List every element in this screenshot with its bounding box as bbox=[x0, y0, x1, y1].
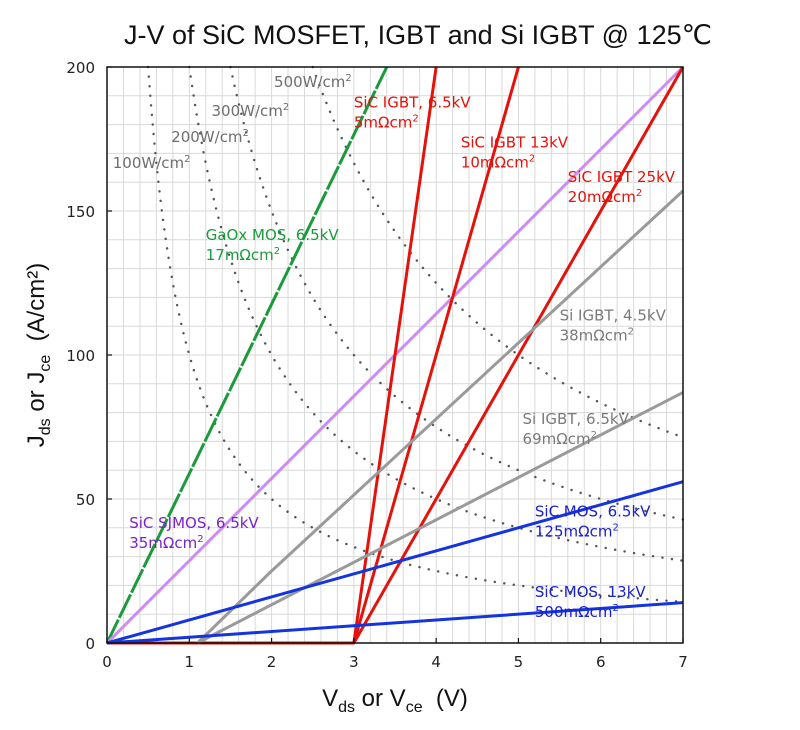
annotation-label: Si IGBT, 4.5kV bbox=[560, 306, 667, 324]
annotation-label: Si IGBT, 6.5kV bbox=[523, 410, 630, 428]
chart-title: J-V of SiC MOSFET, IGBT and Si IGBT @ 12… bbox=[124, 20, 712, 50]
annotation-label: 38mΩcm2 bbox=[560, 326, 634, 344]
y-axis-label: Jds or Jce (A/cm²) bbox=[23, 263, 54, 447]
power-curves bbox=[146, 65, 685, 604]
annotation-label: 5mΩcm2 bbox=[354, 113, 419, 131]
annotation-label: 17mΩcm2 bbox=[206, 246, 280, 264]
annotation-label: 125mΩcm2 bbox=[535, 522, 619, 540]
annotation-label: SiC IGBT 13kV bbox=[461, 134, 569, 152]
annotation-label: 35mΩcm2 bbox=[129, 534, 203, 552]
y-tick-label: 100 bbox=[66, 347, 95, 365]
y-tick-label: 50 bbox=[76, 491, 95, 509]
annotation-label: 300W/cm2 bbox=[212, 102, 290, 120]
x-tick-label: 0 bbox=[102, 653, 112, 671]
annotation-label: 69mΩcm2 bbox=[523, 430, 597, 448]
annotations: SiC IGBT, 6.5kV 5mΩcm2 SiC IGBT 13kV 10mΩcm… bbox=[113, 73, 676, 621]
x-tick-label: 6 bbox=[596, 653, 606, 671]
y-tick-label: 150 bbox=[66, 203, 95, 221]
annotation-label: SiC SJMOS, 6.5kV bbox=[129, 514, 259, 532]
series-line bbox=[106, 601, 684, 645]
annotation-label: GaOx MOS, 6.5kV bbox=[206, 226, 340, 244]
x-axis-label: Vds or Vce (V) bbox=[322, 685, 468, 716]
annotation-label: SiC MOS, 13kV bbox=[535, 583, 647, 601]
series-line bbox=[352, 66, 685, 644]
annotation-label: SiC IGBT 25kV bbox=[568, 168, 676, 186]
annotation-label: SiC IGBT, 6.5kV bbox=[354, 93, 472, 111]
x-tick-label: 1 bbox=[185, 653, 195, 671]
annotation-label: 200W/cm2 bbox=[171, 128, 249, 146]
series-line bbox=[196, 391, 684, 645]
annotation-label: 500mΩcm2 bbox=[535, 603, 619, 621]
series-line bbox=[106, 480, 684, 645]
axis-ticks: 0 1 2 3 4 5 6 7 0 50 100 150 200 bbox=[66, 59, 687, 671]
y-tick-label: 200 bbox=[66, 59, 95, 77]
annotation-label: 500W/cm2 bbox=[274, 73, 352, 91]
x-tick-label: 2 bbox=[267, 653, 277, 671]
x-tick-label: 7 bbox=[678, 653, 688, 671]
annotation-label: 20mΩcm2 bbox=[568, 188, 642, 206]
x-tick-label: 4 bbox=[431, 653, 441, 671]
annotation-label: 10mΩcm2 bbox=[461, 154, 535, 172]
x-tick-label: 3 bbox=[349, 653, 359, 671]
x-tick-label: 5 bbox=[514, 653, 524, 671]
series-line bbox=[105, 66, 389, 644]
power-curve bbox=[229, 65, 685, 521]
annotation-label: 100W/cm2 bbox=[113, 154, 191, 172]
annotation-label: SiC MOS, 6.5kV bbox=[535, 502, 651, 520]
y-tick-label: 0 bbox=[85, 635, 95, 653]
series-line bbox=[196, 189, 685, 645]
